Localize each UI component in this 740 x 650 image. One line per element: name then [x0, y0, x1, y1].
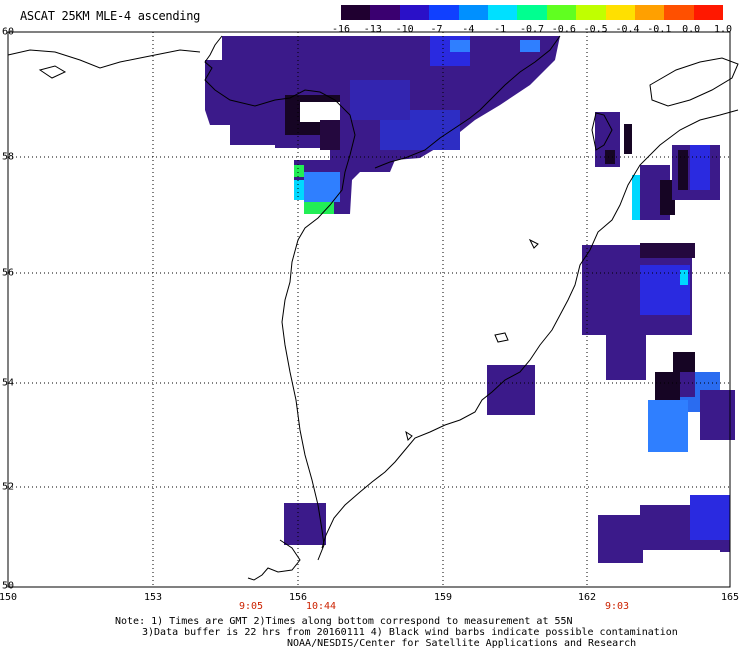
swath-mid [606, 330, 646, 380]
colorbar-label: -1 [494, 24, 507, 35]
coastline-island-2 [649, 57, 739, 107]
colorbar-cell [341, 5, 371, 20]
coastline-small [528, 238, 539, 249]
coastline-island [591, 112, 613, 151]
swath-nw-blue [520, 40, 540, 52]
map-frame [7, 31, 731, 588]
lon-label-156: 156 [288, 592, 308, 603]
colorbar-label: 0.0 [682, 24, 701, 35]
graticule [8, 32, 730, 587]
lat-label-50: 50 [2, 580, 15, 592]
swath-nw-cyan [294, 165, 304, 177]
swath-east-a [624, 124, 632, 154]
time-label-center: 10:44 [305, 601, 337, 612]
colorbar-label: -10 [395, 24, 414, 35]
colorbar-cell [399, 5, 430, 20]
colorbar-cell [487, 5, 518, 20]
swath-blue [648, 400, 688, 452]
colorbar-label: -16 [331, 24, 351, 35]
colorbar-cell [429, 5, 459, 20]
lat-label-58: 58 [2, 151, 15, 163]
swath-nw-cyan [294, 180, 304, 200]
colorbar-labels: -16 -13 -10 -7 -4 -1 -0.7 -0.6 -0.5 -0.4 -0.1 0.0 1.… [332, 24, 733, 36]
lat-label-54: 54 [2, 377, 15, 389]
time-label-right: 9:03 [604, 601, 630, 612]
swath-se [720, 540, 730, 552]
lon-label-162: 162 [577, 592, 597, 603]
coastline [7, 35, 739, 581]
swath-center [487, 365, 535, 415]
footnote-line-3: NOAA/NESDIS/Center for Satellite Applica… [287, 638, 637, 649]
swath-east-c [678, 150, 688, 190]
colorbar-label: -0.7 [519, 24, 545, 35]
swath-nw-dark [320, 120, 340, 150]
lon-label-153: 153 [143, 592, 163, 603]
colorbar-cell [576, 5, 606, 20]
swath-east-a [605, 150, 615, 164]
colorbar-cell [370, 5, 400, 20]
swath-nw-blue [450, 40, 470, 52]
colorbar-label: -0.5 [583, 24, 608, 35]
colorbar-label: -0.1 [647, 24, 672, 35]
coastline-kamchatka-east [374, 35, 561, 169]
swath-se [690, 495, 730, 540]
lon-label-165: 165 [720, 592, 740, 603]
colorbar-label: -13 [363, 24, 382, 35]
footnote-line-2: 3)Data buffer is 22 hrs from 20160111 4)… [142, 627, 678, 638]
lon-label-159: 159 [433, 592, 453, 603]
swath-blue [700, 390, 735, 440]
colorbar-cell [693, 5, 724, 20]
map-title: ASCAT 25KM MLE-4 ascending [20, 9, 201, 23]
colorbar-label: -4 [462, 24, 475, 35]
lat-label-60: 60 [2, 26, 15, 38]
swath-mid [680, 270, 688, 285]
swath-mid [640, 243, 695, 258]
coastline-small [494, 332, 509, 343]
swath-dark [673, 352, 695, 374]
swath-east-c [690, 145, 710, 190]
coastline-kamchatka-west [204, 35, 356, 561]
swath-se [598, 515, 643, 563]
swath-nw-dark [300, 102, 340, 122]
coastline-sakhalin [247, 539, 301, 581]
colorbar-cell [546, 5, 577, 20]
coastline-east-mainland [321, 109, 739, 549]
coastline-north [7, 49, 201, 69]
colorbar-cell [634, 5, 665, 20]
swath-dark [655, 372, 680, 400]
footnote-line-1: Note: 1) Times are GMT 2)Times along bot… [115, 616, 573, 627]
coastline-north-island [38, 65, 67, 79]
colorbar-cell [664, 5, 694, 20]
swath-nw-cyan [304, 172, 340, 202]
data-swaths [205, 36, 735, 563]
swath-east-b [632, 175, 640, 220]
swath-sw [284, 503, 326, 545]
colorbar [341, 5, 724, 20]
coastline-small [405, 430, 413, 441]
lat-label-56: 56 [2, 267, 15, 279]
swath-east-b [660, 180, 675, 215]
time-label-left: 9:05 [238, 601, 264, 612]
lon-label-150: 150 [0, 592, 18, 603]
colorbar-label: -7 [430, 24, 443, 35]
swath-blue [680, 372, 695, 397]
colorbar-cell [517, 5, 547, 20]
swath-nw-cyan [304, 202, 334, 214]
colorbar-label: -0.6 [551, 24, 576, 35]
colorbar-label: -0.4 [615, 24, 640, 35]
lat-label-52: 52 [2, 481, 15, 493]
colorbar-label: 1.0 [713, 24, 733, 35]
colorbar-cell [458, 5, 488, 20]
colorbar-cell [605, 5, 635, 20]
swath-nw-blue [350, 80, 410, 120]
